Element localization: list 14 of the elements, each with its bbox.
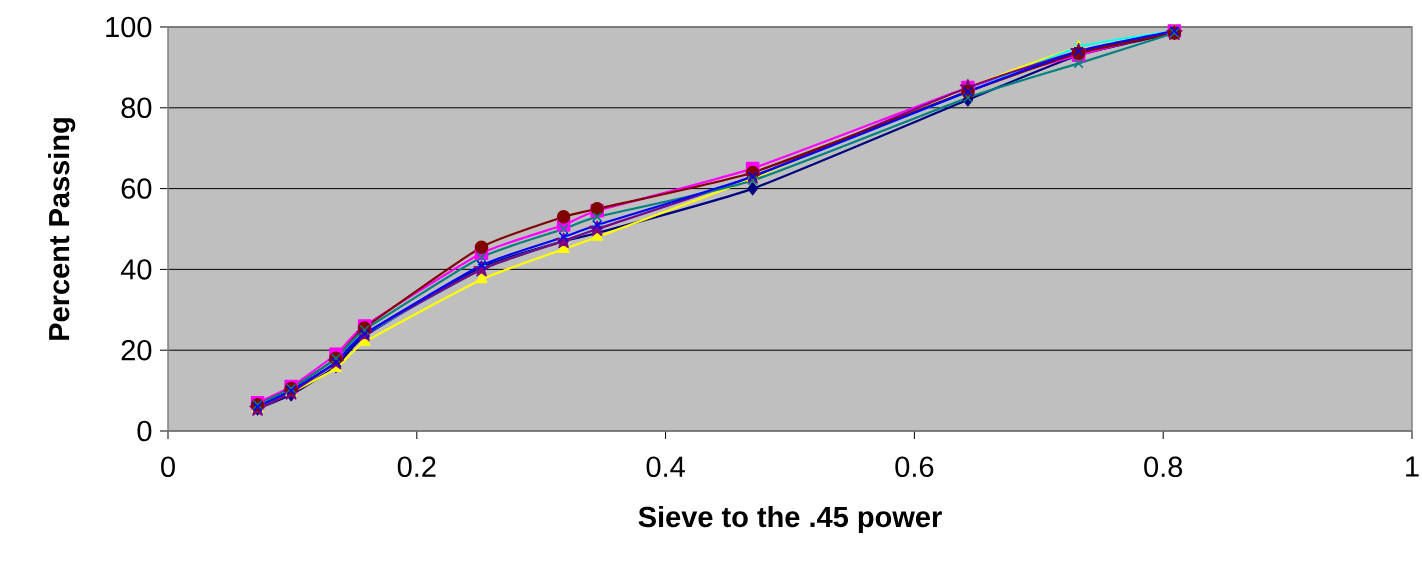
x-tick-label: 1 — [1406, 456, 1419, 477]
y-tick-label: 60 — [121, 178, 152, 199]
x-tick-label: 0.2 — [397, 456, 436, 478]
y-tick-label: 80 — [121, 97, 152, 119]
x-tick-label: 0 — [161, 456, 175, 478]
x-tick-label: 0.8 — [1144, 456, 1183, 478]
x-axis-title: Sieve to the .45 power — [638, 505, 942, 533]
x-tick-label: 0.6 — [895, 456, 934, 478]
y-tick-label: 0 — [137, 420, 152, 442]
y-axis-title: Percent Passing — [48, 118, 76, 340]
y-tick-label: 20 — [121, 339, 152, 361]
x-tick-label: 0.4 — [646, 456, 685, 478]
y-tick-label: 40 — [120, 259, 152, 280]
y-tick-label: 100 — [106, 16, 152, 38]
